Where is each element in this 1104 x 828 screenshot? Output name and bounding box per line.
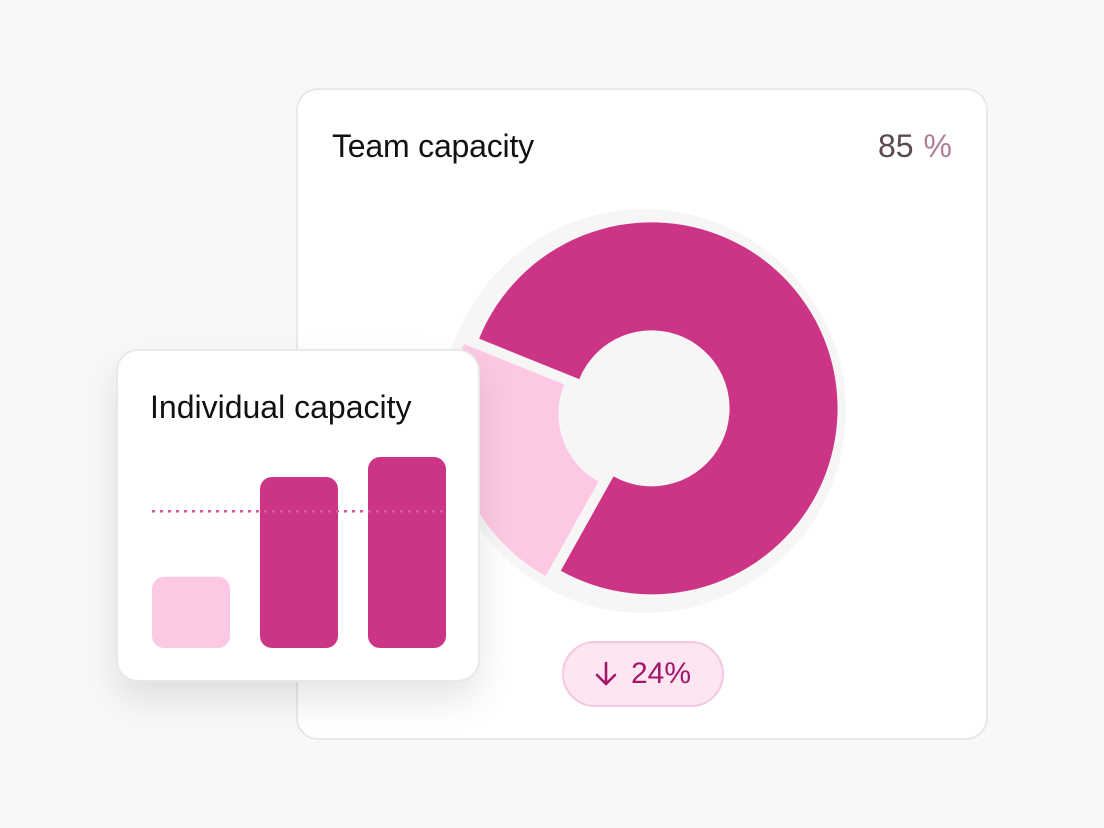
arrow-down-icon (595, 661, 617, 687)
team-capacity-metric: 85% (878, 128, 952, 165)
team-capacity-donut-chart (442, 209, 846, 613)
change-badge: 24% (562, 641, 724, 707)
change-badge-value: 24% (630, 657, 692, 690)
capacity-bar (152, 576, 230, 648)
individual-capacity-card: Individual capacity (116, 349, 480, 682)
capacity-bar (260, 477, 338, 648)
donut-hole (574, 341, 714, 481)
team-capacity-title: Team capacity (332, 128, 534, 164)
donut-slice (450, 343, 599, 577)
capacity-bar (368, 457, 446, 648)
team-capacity-unit: % (923, 128, 952, 164)
team-capacity-value: 85 (877, 128, 914, 164)
individual-capacity-title: Individual capacity (150, 389, 412, 425)
donut-slice (479, 222, 838, 595)
individual-capacity-bar-chart (152, 457, 446, 648)
